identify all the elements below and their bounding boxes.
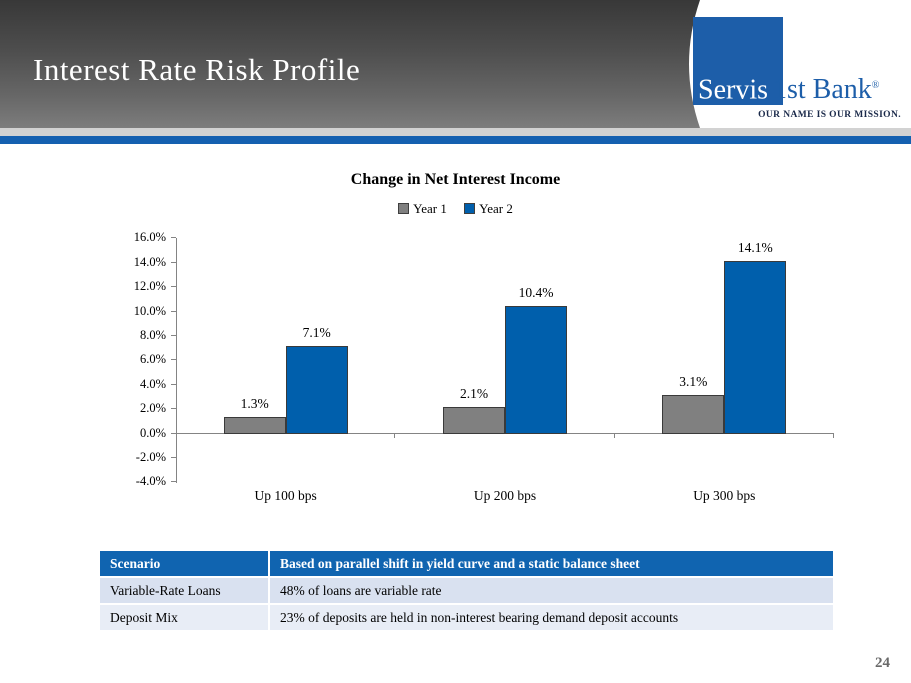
- legend-item-year1: Year 1: [398, 201, 447, 217]
- table-row: Variable-Rate Loans 48% of loans are var…: [100, 578, 833, 603]
- y-tick-label: 12.0%: [133, 279, 166, 294]
- y-axis-tick: [171, 456, 176, 458]
- bar-value-label: 7.1%: [302, 325, 331, 340]
- page-number: 24: [875, 655, 890, 671]
- y-axis-tick: [171, 237, 176, 239]
- y-axis-tick: [171, 310, 176, 312]
- bar-value-label: 2.1%: [459, 386, 489, 401]
- table-cell-scenario: Deposit Mix: [100, 605, 268, 630]
- servisfirst-logo: Servis 1st Bank® OUR NAME IS OUR MISSION.: [670, 0, 911, 128]
- bar-value-label: 1.3%: [240, 396, 269, 411]
- y-axis-tick: [171, 408, 176, 410]
- y-axis-tick: [171, 359, 176, 361]
- y-tick-label: 2.0%: [139, 401, 166, 416]
- bar-year2-up-200-bps: [505, 306, 567, 434]
- logo-wordmark: Servis 1st Bank®: [698, 71, 879, 105]
- y-tick-label: 0.0%: [139, 425, 166, 440]
- scenario-table: Scenario Based on parallel shift in yiel…: [100, 551, 833, 632]
- table-header-row: Scenario Based on parallel shift in yiel…: [100, 551, 833, 576]
- logo-text-servis: Servis: [698, 74, 768, 106]
- registered-mark: ®: [871, 80, 880, 91]
- bar-year1-up-100-bps: [223, 417, 286, 434]
- legend-swatch-year1: [398, 203, 410, 214]
- y-tick-label: 10.0%: [133, 303, 166, 318]
- y-tick-label: -4.0%: [135, 474, 166, 489]
- bar-year2-up-100-bps: [285, 346, 348, 434]
- y-axis-tick: [171, 481, 176, 483]
- x-axis-tick: [613, 433, 615, 438]
- x-category-label: Up 100 bps: [254, 488, 317, 503]
- table-header-description: Based on parallel shift in yield curve a…: [270, 551, 833, 576]
- y-axis: [176, 238, 177, 483]
- bar-value-label: 10.4%: [518, 285, 554, 300]
- y-axis-tick: [171, 432, 176, 434]
- legend-swatch-year2: [464, 203, 476, 214]
- chart-title: Change in Net Interest Income: [350, 171, 561, 188]
- bar-year1-up-200-bps: [443, 407, 505, 434]
- legend-item-year2: Year 2: [464, 201, 513, 217]
- table-cell-description: 23% of deposits are held in non-interest…: [270, 605, 833, 630]
- logo-blue-square: [693, 17, 783, 105]
- y-tick-label: 14.0%: [133, 254, 166, 269]
- x-axis-tick: [394, 433, 396, 438]
- chart-legend: Year 1 Year 2: [100, 201, 811, 217]
- y-tick-label: -2.0%: [135, 449, 166, 464]
- y-tick-label: 6.0%: [139, 352, 166, 367]
- bar-year1-up-300-bps: [662, 395, 725, 434]
- legend-label-year1: Year 1: [413, 201, 447, 216]
- y-axis-tick: [171, 286, 176, 288]
- y-axis-tick: [171, 334, 176, 336]
- x-axis-tick: [833, 433, 834, 438]
- slide-title: Interest Rate Risk Profile: [33, 52, 361, 87]
- table-cell-description: 48% of loans are variable rate: [270, 578, 833, 603]
- table-header-scenario: Scenario: [100, 551, 268, 576]
- x-category-label: Up 200 bps: [473, 488, 537, 503]
- logo-tagline: OUR NAME IS OUR MISSION.: [758, 110, 901, 120]
- bar-value-label: 14.1%: [737, 240, 773, 255]
- y-tick-label: 16.0%: [133, 230, 166, 245]
- accent-stripe-blue: [0, 136, 911, 144]
- y-axis-tick: [171, 383, 176, 385]
- bar-year2-up-300-bps: [724, 261, 787, 434]
- table-cell-scenario: Variable-Rate Loans: [100, 578, 268, 603]
- legend-label-year2: Year 2: [479, 201, 513, 216]
- y-axis-tick: [171, 261, 176, 263]
- y-tick-label: 8.0%: [139, 327, 166, 342]
- logo-text-1stbank: 1st Bank: [773, 74, 872, 106]
- x-category-label: Up 300 bps: [693, 488, 756, 503]
- y-tick-label: 4.0%: [139, 376, 166, 391]
- bar-value-label: 3.1%: [679, 374, 708, 389]
- table-row: Deposit Mix 23% of deposits are held in …: [100, 605, 833, 630]
- accent-stripe-gray: [0, 128, 911, 136]
